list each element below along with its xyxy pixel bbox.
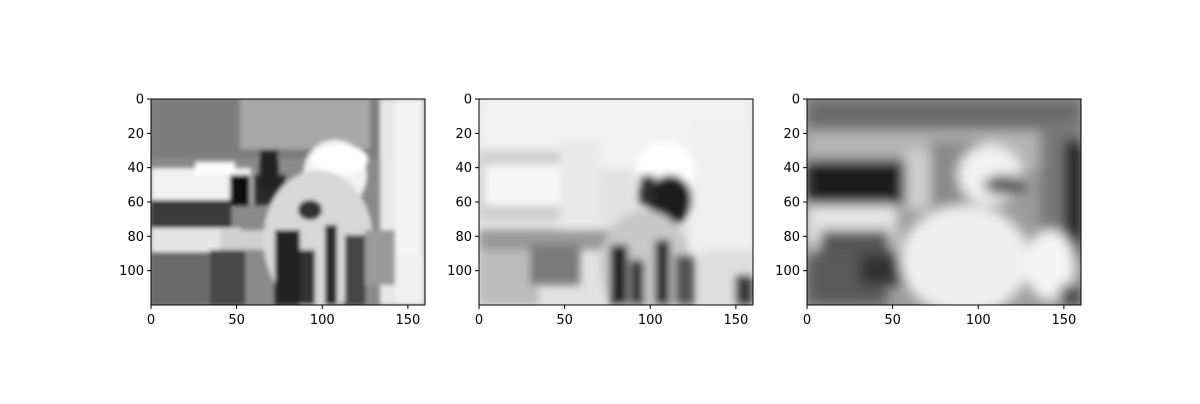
- panel-2-image: [479, 99, 753, 305]
- panel-2-y-tick-label: 80: [455, 230, 472, 245]
- panel-2-y-tick-label: 40: [455, 161, 472, 176]
- panel-3-image: [807, 99, 1081, 305]
- panel-2-x-tick-label: 150: [723, 313, 748, 328]
- panel-2-x-tick-label: 50: [556, 313, 573, 328]
- panel-1-x-tick-label: 50: [228, 313, 245, 328]
- panel-1-image: [151, 99, 425, 305]
- panel-1-x-tick-label: 150: [395, 313, 420, 328]
- panel-3-x-tick-label: 50: [884, 313, 901, 328]
- panel-1-y-tick-label: 0: [136, 93, 144, 108]
- panel-2-y-tick-label: 60: [455, 196, 472, 211]
- panel-3-axes: 0 50 100 150 0 20 40 60 80 100: [775, 93, 1082, 328]
- panel-1-y-tick-label: 100: [119, 264, 144, 279]
- panel-3-y-tick-label: 80: [783, 230, 800, 245]
- panel-1-y-tick-label: 20: [127, 127, 144, 142]
- panel-1-axes: 0 50 100 150 0 20 40 60 80 100: [119, 93, 426, 328]
- panel-3-x-tick-label: 150: [1051, 313, 1076, 328]
- panel-1-x-tick-label: 0: [147, 313, 155, 328]
- panel-3-x-tick-label: 100: [966, 313, 991, 328]
- panel-3-y-tick-label: 100: [775, 264, 800, 279]
- panel-1-x-tick-label: 100: [310, 313, 335, 328]
- panel-2-y-tick-label: 100: [447, 264, 472, 279]
- panel-2-axes: 0 50 100 150 0 20 40 60 80 100: [447, 93, 754, 328]
- panel-2-y-tick-label: 0: [464, 93, 472, 108]
- panel-3-y-tick-label: 20: [783, 127, 800, 142]
- panel-2-x-tick-label: 100: [638, 313, 663, 328]
- panel-2-x-tick-label: 0: [475, 313, 483, 328]
- panel-1-y-tick-label: 80: [127, 230, 144, 245]
- panel-1-y-tick-label: 40: [127, 161, 144, 176]
- panel-3-y-tick-label: 60: [783, 196, 800, 211]
- panel-3-x-tick-label: 0: [803, 313, 811, 328]
- panel-1-y-tick-label: 60: [127, 196, 144, 211]
- panel-3-y-tick-label: 40: [783, 161, 800, 176]
- panel-3-y-tick-label: 0: [792, 93, 800, 108]
- panel-2-y-tick-label: 20: [455, 127, 472, 142]
